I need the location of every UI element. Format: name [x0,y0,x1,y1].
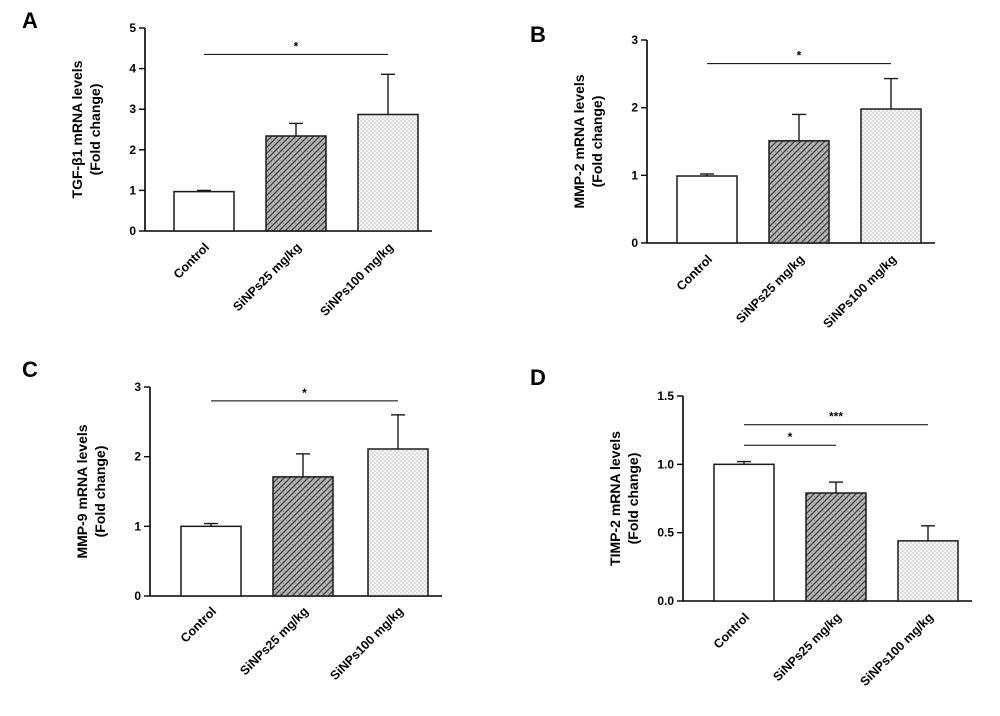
category-label: Control [171,240,212,281]
panel-B: B 0 1 2 3 MMP-2 mRNA levels (Fold change) Contr… [530,22,935,331]
category-label: SiNPs100 mg/kg [327,604,406,683]
y-tick-label: 1 [129,183,136,197]
panel-letter: C [22,357,38,382]
bar-sinps25 [805,492,867,602]
y-axis-title-unit: (Fold change) [589,96,605,188]
category-label: SiNPs25 mg/kg [733,252,807,326]
y-tick-label: 0 [631,236,638,250]
significance-label: * [788,430,793,444]
y-tick-label: 2 [134,450,141,464]
y-axis-title-unit: (Fold change) [92,446,108,538]
y-tick-label: 5 [129,21,136,35]
panel-letter: D [530,365,546,390]
y-tick-label: 4 [129,62,136,76]
y-tick-label: 3 [631,33,638,47]
panel-letter: A [22,8,38,33]
bar-sinps100 [367,448,429,597]
panel-A: A 0 1 2 3 4 5 TGF-β1 mRNA levels (Fold change) Co… [22,8,432,319]
y-tick-label: 0.0 [657,594,674,608]
bar-sinps25 [265,135,327,232]
bar-control [676,175,738,244]
y-tick-label: 0 [134,589,141,603]
category-label: SiNPs100 mg/kg [317,240,396,319]
bar-sinps100 [860,108,922,244]
bar-control [173,190,235,232]
bar-sinps25 [272,476,334,597]
bar-sinps100 [357,113,419,232]
significance-label: * [294,39,299,53]
significance-label: * [302,386,307,400]
category-label: SiNPs100 mg/kg [857,610,936,689]
y-tick-label: 2 [129,143,136,157]
bar-control [180,525,242,597]
y-tick-label: 2 [631,101,638,115]
y-tick-label: 1.5 [657,389,674,403]
y-tick-label: 0.5 [657,526,674,540]
bar-control [713,463,775,602]
category-label: SiNPs25 mg/kg [770,610,844,684]
category-label: SiNPs25 mg/kg [230,240,304,314]
y-tick-label: 3 [134,380,141,394]
category-label: SiNPs100 mg/kg [820,252,899,331]
y-axis-title-unit: (Fold change) [625,453,641,545]
panel-C: C 0 1 2 3 MMP-9 mRNA levels (Fold change) Contr… [22,357,442,683]
bar-sinps25 [768,140,830,244]
y-axis-title: TIMP-2 mRNA levels [607,431,623,566]
panel-D: D 0.0 0.5 1.0 1.5 TIMP-2 mRNA levels (Fold cha… [530,365,972,689]
significance-label: *** [829,410,843,424]
y-tick-label: 1.0 [657,457,674,471]
category-label: Control [711,610,752,651]
panel-letter: B [530,22,546,47]
category-label: Control [674,252,715,293]
y-axis-title: MMP-2 mRNA levels [571,74,587,208]
y-tick-label: 3 [129,102,136,116]
y-tick-label: 1 [134,519,141,533]
y-tick-label: 1 [631,168,638,182]
y-axis-title-unit: (Fold change) [87,84,103,176]
significance-label: * [797,49,802,63]
y-axis-title: MMP-9 mRNA levels [74,424,90,558]
category-label: Control [178,604,219,645]
category-label: SiNPs25 mg/kg [237,604,311,678]
bar-sinps100 [897,540,959,602]
y-axis-title: TGF-β1 mRNA levels [69,60,85,198]
y-tick-label: 0 [129,224,136,238]
